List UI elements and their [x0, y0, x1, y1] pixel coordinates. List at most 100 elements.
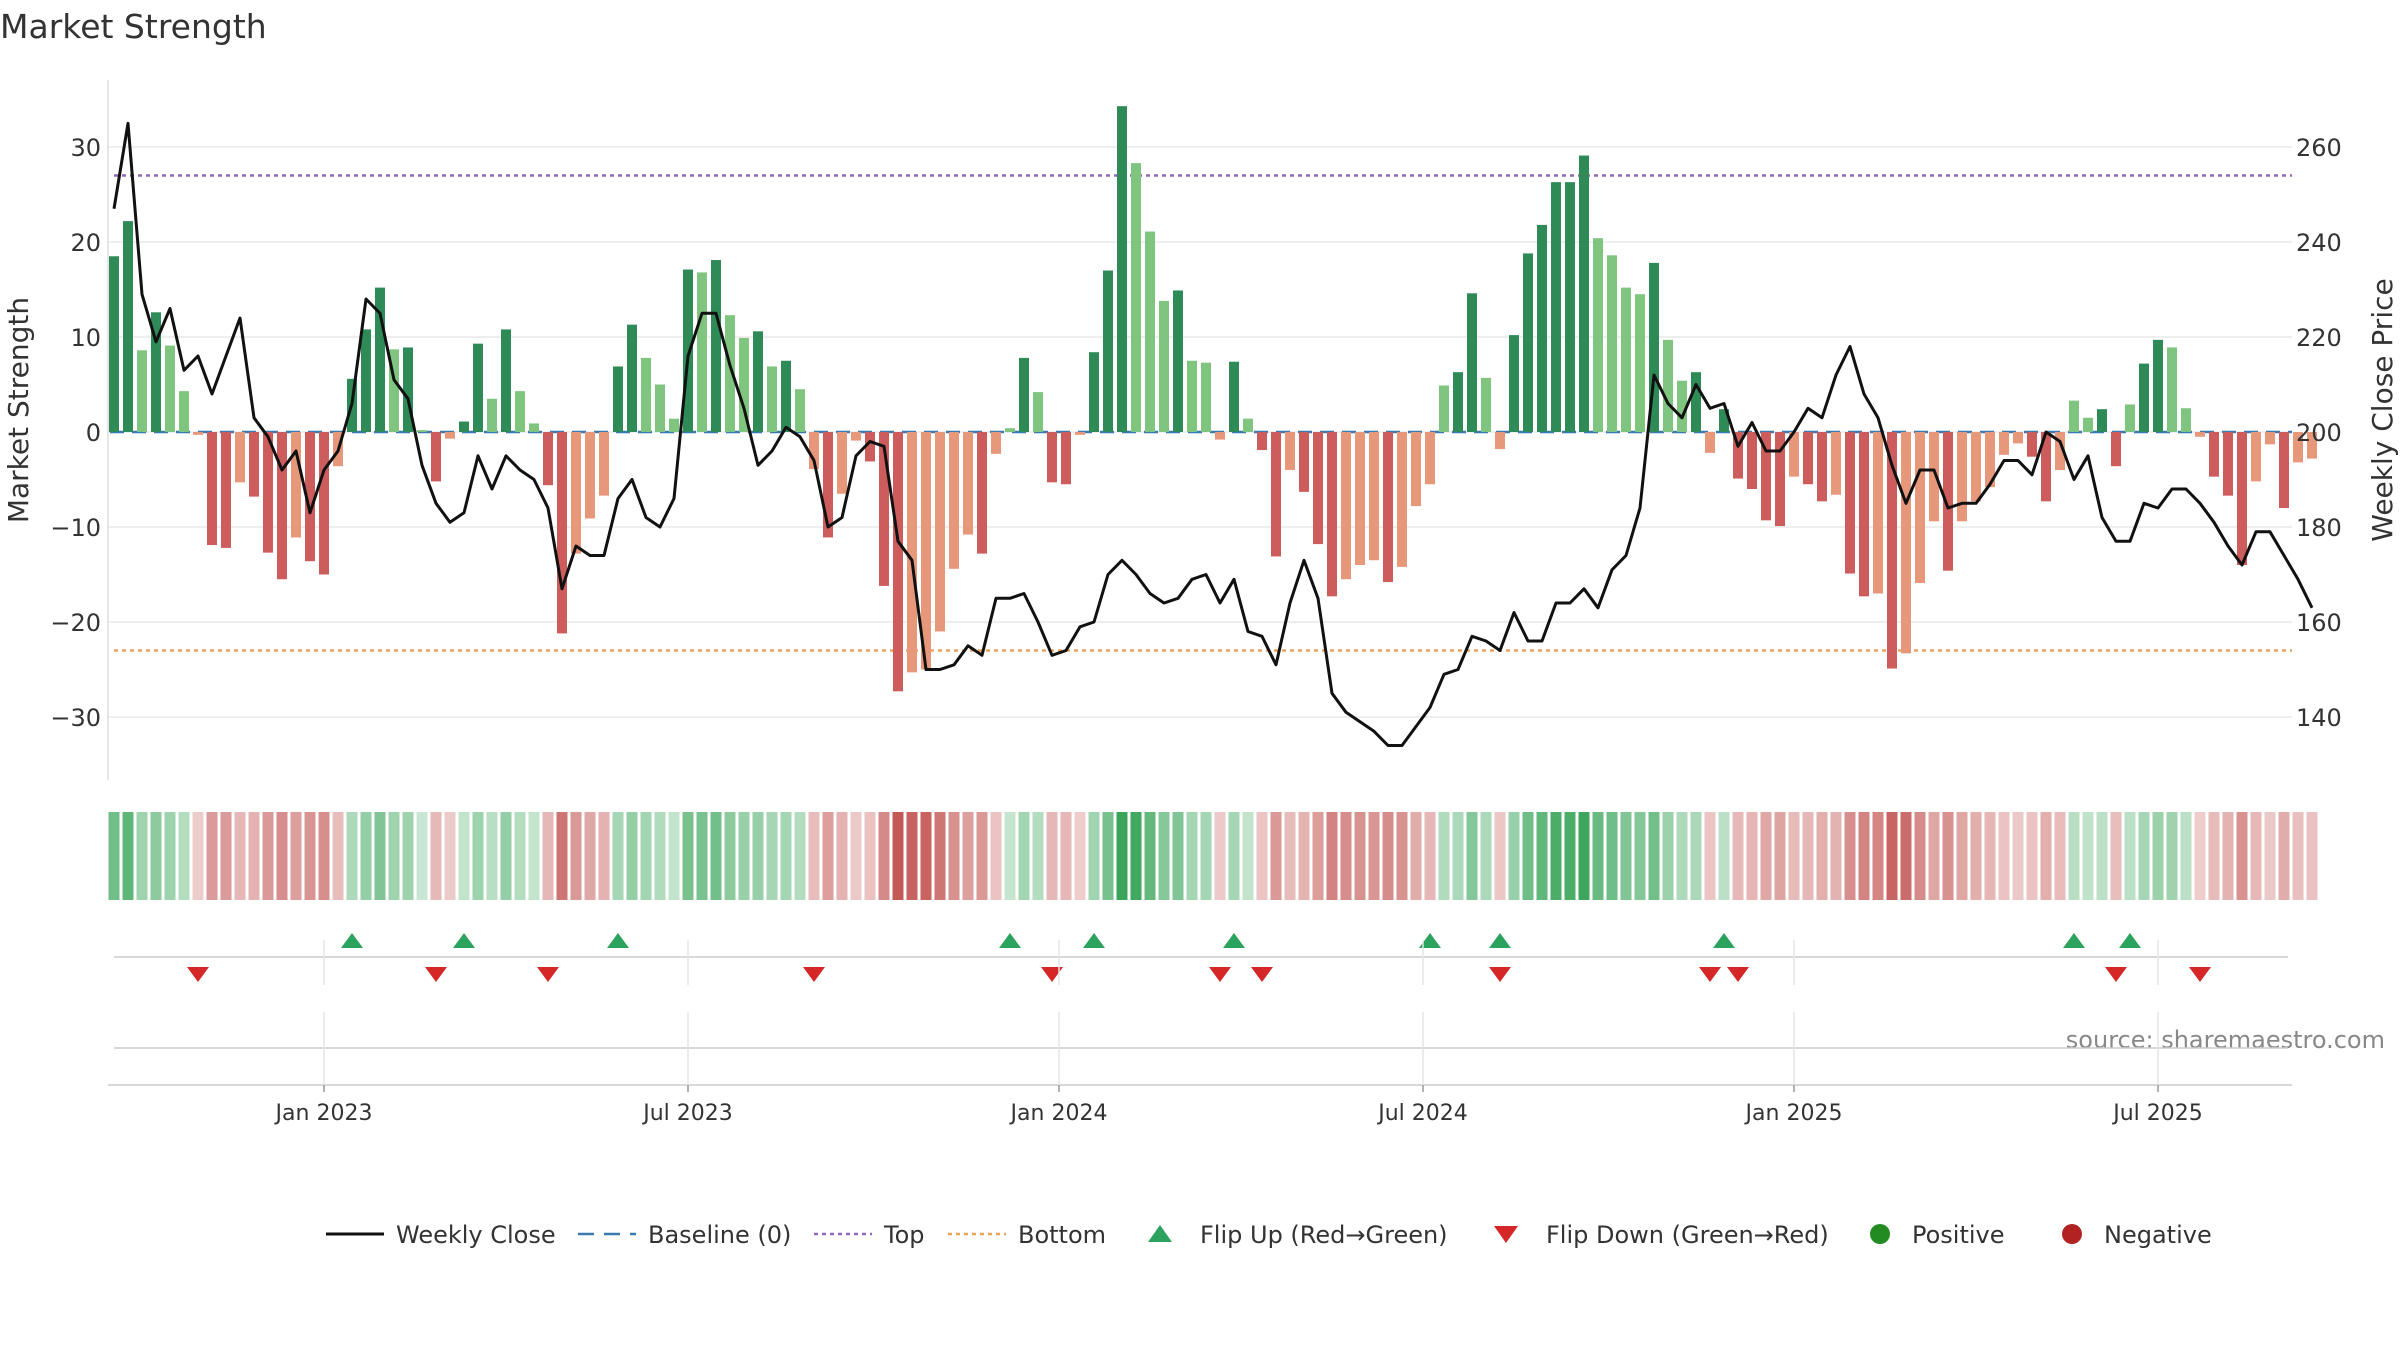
strip-cell — [1648, 812, 1660, 900]
strength-bar — [571, 432, 581, 554]
strength-bar — [1859, 432, 1869, 597]
strip-cell — [1760, 812, 1772, 900]
strip-cell — [514, 812, 526, 900]
strip-cell — [1942, 812, 1954, 900]
strength-bar — [1187, 360, 1197, 432]
strength-bar — [263, 432, 273, 553]
legend-label: Flip Down (Green→Red) — [1546, 1221, 1829, 1249]
strip-cell — [1508, 812, 1520, 900]
strip-cell — [724, 812, 736, 900]
flip-down-marker — [1727, 967, 1749, 982]
strip-cell — [1046, 812, 1058, 900]
strength-bar — [1453, 372, 1463, 432]
strength-bar — [1719, 409, 1729, 432]
y-tick-label-right: 240 — [2296, 229, 2342, 257]
strength-bars — [109, 106, 2317, 692]
strength-bar — [851, 432, 861, 441]
strength-bar — [697, 272, 707, 432]
strength-bar — [893, 432, 903, 692]
strength-bar — [543, 432, 553, 486]
strip-cell — [1396, 812, 1408, 900]
strip-cell — [1452, 812, 1464, 900]
strip-cell — [332, 812, 344, 900]
strength-bar — [2265, 432, 2275, 445]
strength-bar — [1243, 418, 1253, 432]
flip-down-marker — [2105, 967, 2127, 982]
flip-down-marker — [1251, 967, 1273, 982]
legend-swatch-triangle-up — [1148, 1225, 1172, 1242]
x-tick-label: Jul 2024 — [1376, 1101, 1468, 1126]
strip-cell — [570, 812, 582, 900]
strength-bar — [235, 432, 245, 483]
strength-bar — [1411, 432, 1421, 507]
strength-bar — [1593, 238, 1603, 432]
strip-cell — [1466, 812, 1478, 900]
strip-cell — [1200, 812, 1212, 900]
strip-cell — [1074, 812, 1086, 900]
strip-cell — [388, 812, 400, 900]
strength-bar — [1089, 352, 1099, 432]
strip-cell — [374, 812, 386, 900]
strip-cell — [696, 812, 708, 900]
strength-bar — [151, 312, 161, 432]
strip-cell — [934, 812, 946, 900]
flip-up-marker — [2119, 933, 2141, 948]
strength-bar — [1131, 163, 1141, 432]
strength-bar — [375, 287, 385, 432]
strip-cell — [1844, 812, 1856, 900]
strength-bar — [417, 430, 427, 432]
strength-bar — [1957, 432, 1967, 522]
y-tick-label-right: 180 — [2296, 514, 2342, 542]
flip-down-marker — [1041, 967, 1063, 982]
strip-cell — [668, 812, 680, 900]
strength-bar — [1047, 432, 1057, 483]
strength-bar — [1551, 182, 1561, 432]
strength-bar — [1733, 432, 1743, 479]
strip-cell — [458, 812, 470, 900]
strip-cell — [1928, 812, 1940, 900]
strength-bar — [2237, 432, 2247, 565]
y-tick-label-left: 10 — [70, 324, 101, 352]
strength-bar — [2027, 432, 2037, 457]
strip-cell — [1690, 812, 1702, 900]
strip-cell — [710, 812, 722, 900]
strip-cell — [1298, 812, 1310, 900]
strip-cell — [1032, 812, 1044, 900]
strip-cell — [1606, 812, 1618, 900]
flip-down-marker — [803, 967, 825, 982]
strength-bar — [2069, 400, 2079, 432]
strip-cell — [1816, 812, 1828, 900]
strength-bar — [1229, 361, 1239, 432]
strip-cell — [206, 812, 218, 900]
strip-cell — [1634, 812, 1646, 900]
strength-bar — [613, 366, 623, 432]
strength-bar — [1887, 432, 1897, 669]
strength-bar — [557, 432, 567, 634]
strip-cell — [192, 812, 204, 900]
strip-cell — [1214, 812, 1226, 900]
strip-cell — [500, 812, 512, 900]
strip-cell — [1522, 812, 1534, 900]
strip-cell — [1746, 812, 1758, 900]
strip-cell — [1326, 812, 1338, 900]
legend-swatch-triangle-down — [1494, 1226, 1518, 1243]
strip-cell — [1704, 812, 1716, 900]
strength-bar — [1103, 270, 1113, 432]
flip-down-marker — [425, 967, 447, 982]
x-tick-label: Jan 2025 — [1744, 1101, 1843, 1126]
strip-cell — [1256, 812, 1268, 900]
strength-bar — [2223, 432, 2233, 496]
strength-bar — [781, 360, 791, 432]
strength-bar — [529, 423, 539, 432]
strip-cell — [1116, 812, 1128, 900]
strength-bar — [669, 418, 679, 432]
strip-cell — [1354, 812, 1366, 900]
strength-bar — [1369, 432, 1379, 561]
legend-label: Negative — [2104, 1221, 2212, 1249]
strength-bar — [1775, 432, 1785, 527]
strength-bar — [137, 350, 147, 432]
strip-cell — [836, 812, 848, 900]
strip-cell — [1060, 812, 1072, 900]
legend-item: Weekly Close — [326, 1221, 556, 1249]
